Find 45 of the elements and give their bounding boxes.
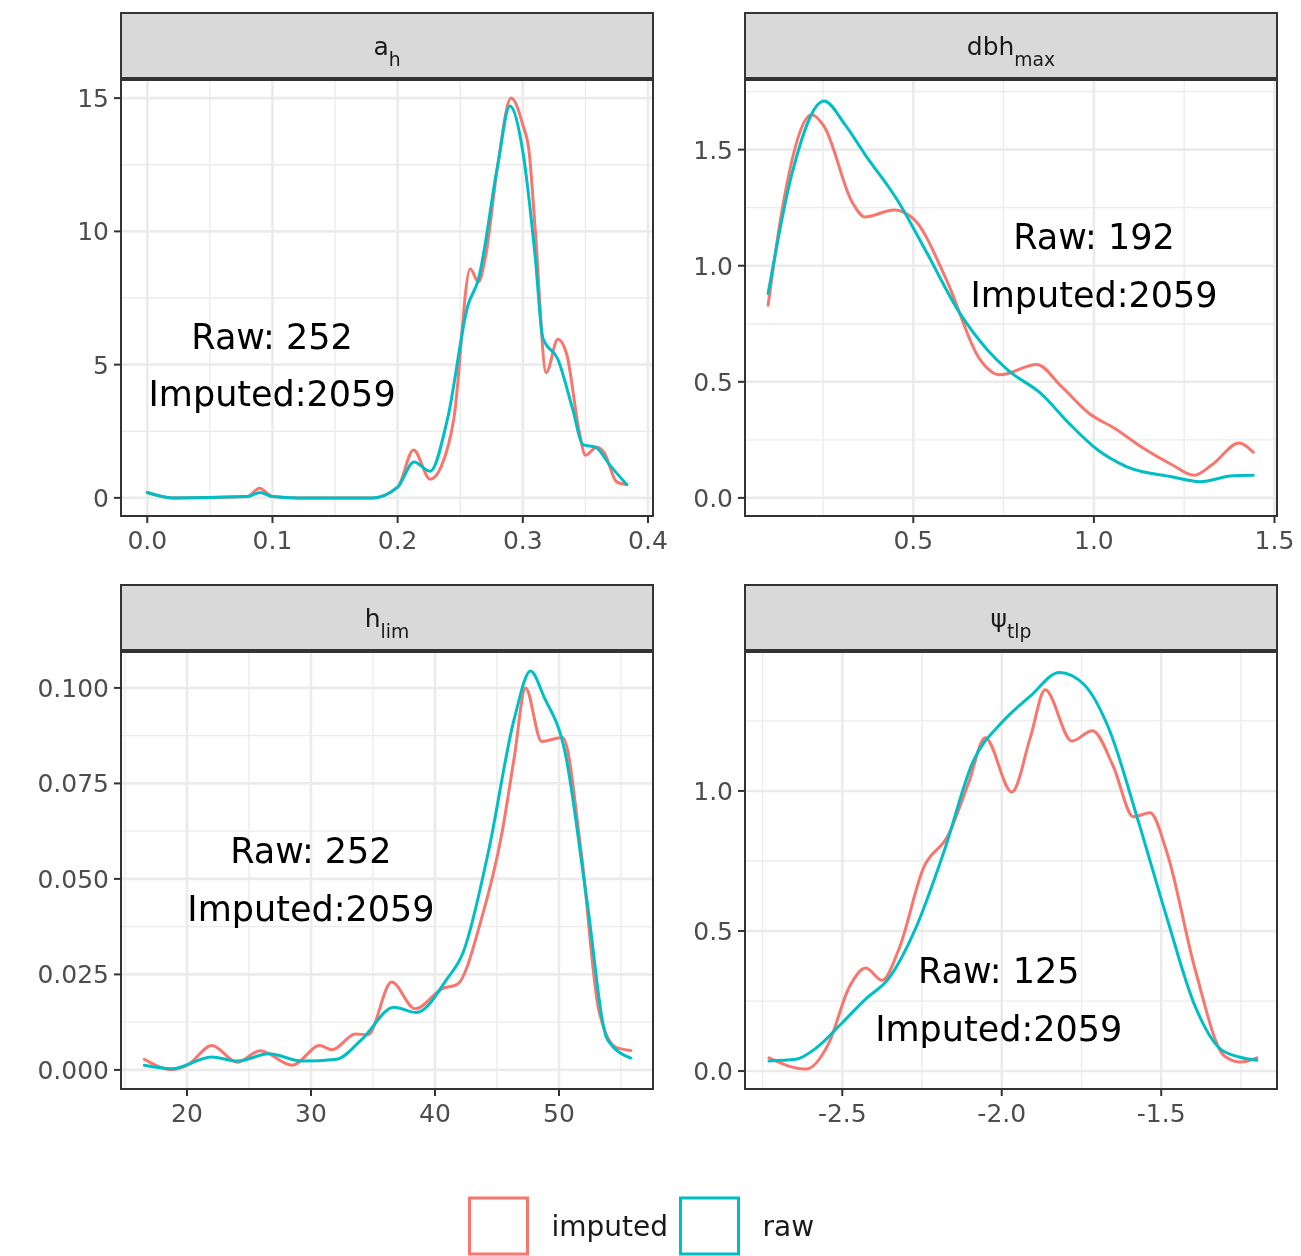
annotation: Imputed:2059 [970,275,1218,316]
annotation: Raw: 192 [1013,216,1175,257]
y-tick-label: 0.0 [693,483,733,513]
x-tick-label: -1.5 [1136,1099,1186,1128]
chart-title: a$_{h}$ [373,31,401,69]
y-tick-label: 15 [77,84,109,114]
y-tick-label: 0.000 [37,1055,109,1085]
x-tick-label: 0.2 [377,526,418,555]
y-tick-label: 0.025 [37,960,109,990]
x-tick-label: 0.3 [502,526,543,555]
annotation: Raw: 252 [191,317,353,358]
y-tick-label: 5 [93,350,109,380]
y-tick-label: 0.100 [37,673,109,703]
legend-label: raw [762,1210,815,1243]
legend-label: imputed [551,1210,669,1243]
y-tick-label: 0.5 [693,917,733,947]
x-tick-label: -2.5 [817,1099,867,1128]
x-tick-label: 40 [419,1099,451,1128]
x-tick-label: 0.0 [127,526,168,555]
chart-title: h$_{lim}$ [364,603,410,641]
x-tick-label: -2.0 [977,1099,1027,1128]
x-tick-label: 0.5 [893,526,934,555]
annotation: Raw: 125 [918,951,1080,992]
y-tick-label: 1.0 [693,251,733,281]
y-tick-label: 10 [77,217,109,247]
y-tick-label: 0.075 [37,769,109,799]
x-tick-label: 0.4 [628,526,668,555]
x-tick-label: 50 [543,1099,575,1128]
y-tick-label: 1.0 [693,776,733,806]
annotation: Raw: 252 [230,830,392,871]
x-tick-label: 0.1 [252,526,293,555]
y-tick-label: 0 [93,483,109,513]
x-tick-label: 30 [295,1099,327,1128]
y-tick-label: 0.5 [693,367,733,397]
y-tick-label: 0.0 [693,1057,733,1087]
annotation: Imputed:2059 [187,888,435,929]
annotation: Imputed:2059 [875,1009,1123,1050]
y-tick-label: 0.050 [37,864,109,894]
x-tick-label: 1.5 [1254,526,1295,555]
annotation: Imputed:2059 [148,373,396,414]
x-tick-label: 20 [171,1099,203,1128]
x-tick-label: 1.0 [1074,526,1114,555]
y-tick-label: 1.5 [693,135,733,165]
chart-title: ψ$_{tlp}$ [990,603,1032,641]
chart-title: dbh$_{max}$ [966,31,1056,69]
